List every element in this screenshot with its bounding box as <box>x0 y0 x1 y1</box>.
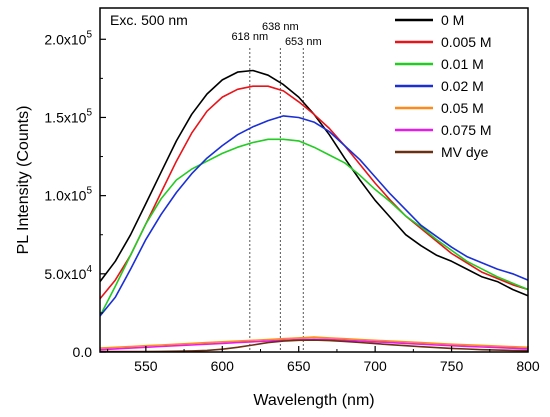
reference-line-label: 638 nm <box>262 21 299 33</box>
x-axis-title: Wavelength (nm) <box>253 392 374 409</box>
legend-label: 0.05 M <box>441 100 484 116</box>
x-tick-label: 700 <box>363 358 387 374</box>
series-line-2 <box>100 138 528 317</box>
excitation-annotation: Exc. 500 nm <box>110 12 188 28</box>
x-tick-label: 600 <box>211 358 235 374</box>
y-tick-label: 2.0x105 <box>44 29 92 47</box>
y-tick-label: 5.0x104 <box>44 264 92 282</box>
legend-label: 0 M <box>441 12 464 28</box>
y-axis-title: PL Intensity (Counts) <box>15 106 32 255</box>
x-tick-label: 750 <box>440 358 464 374</box>
legend-label: 0.075 M <box>441 122 492 138</box>
reference-line-label: 653 nm <box>285 36 322 48</box>
series-line-1 <box>100 85 528 300</box>
plot-frame <box>99 7 529 353</box>
y-tick-label: 1.5x105 <box>44 107 92 125</box>
y-tick-label: 0.0 <box>73 344 93 360</box>
legend-label: 0.02 M <box>441 78 484 94</box>
series-line-5 <box>100 338 528 351</box>
x-tick-label: 800 <box>516 358 540 374</box>
legend-label: 0.005 M <box>441 34 492 50</box>
legend-label: MV dye <box>441 144 489 160</box>
x-tick-label: 650 <box>287 358 311 374</box>
legend-label: 0.01 M <box>441 56 484 72</box>
y-tick-label: 1.0x105 <box>44 186 92 204</box>
x-tick-label: 550 <box>134 358 158 374</box>
series-line-3 <box>100 115 528 317</box>
series-line-4 <box>100 336 528 349</box>
reference-line-label: 618 nm <box>231 31 268 43</box>
